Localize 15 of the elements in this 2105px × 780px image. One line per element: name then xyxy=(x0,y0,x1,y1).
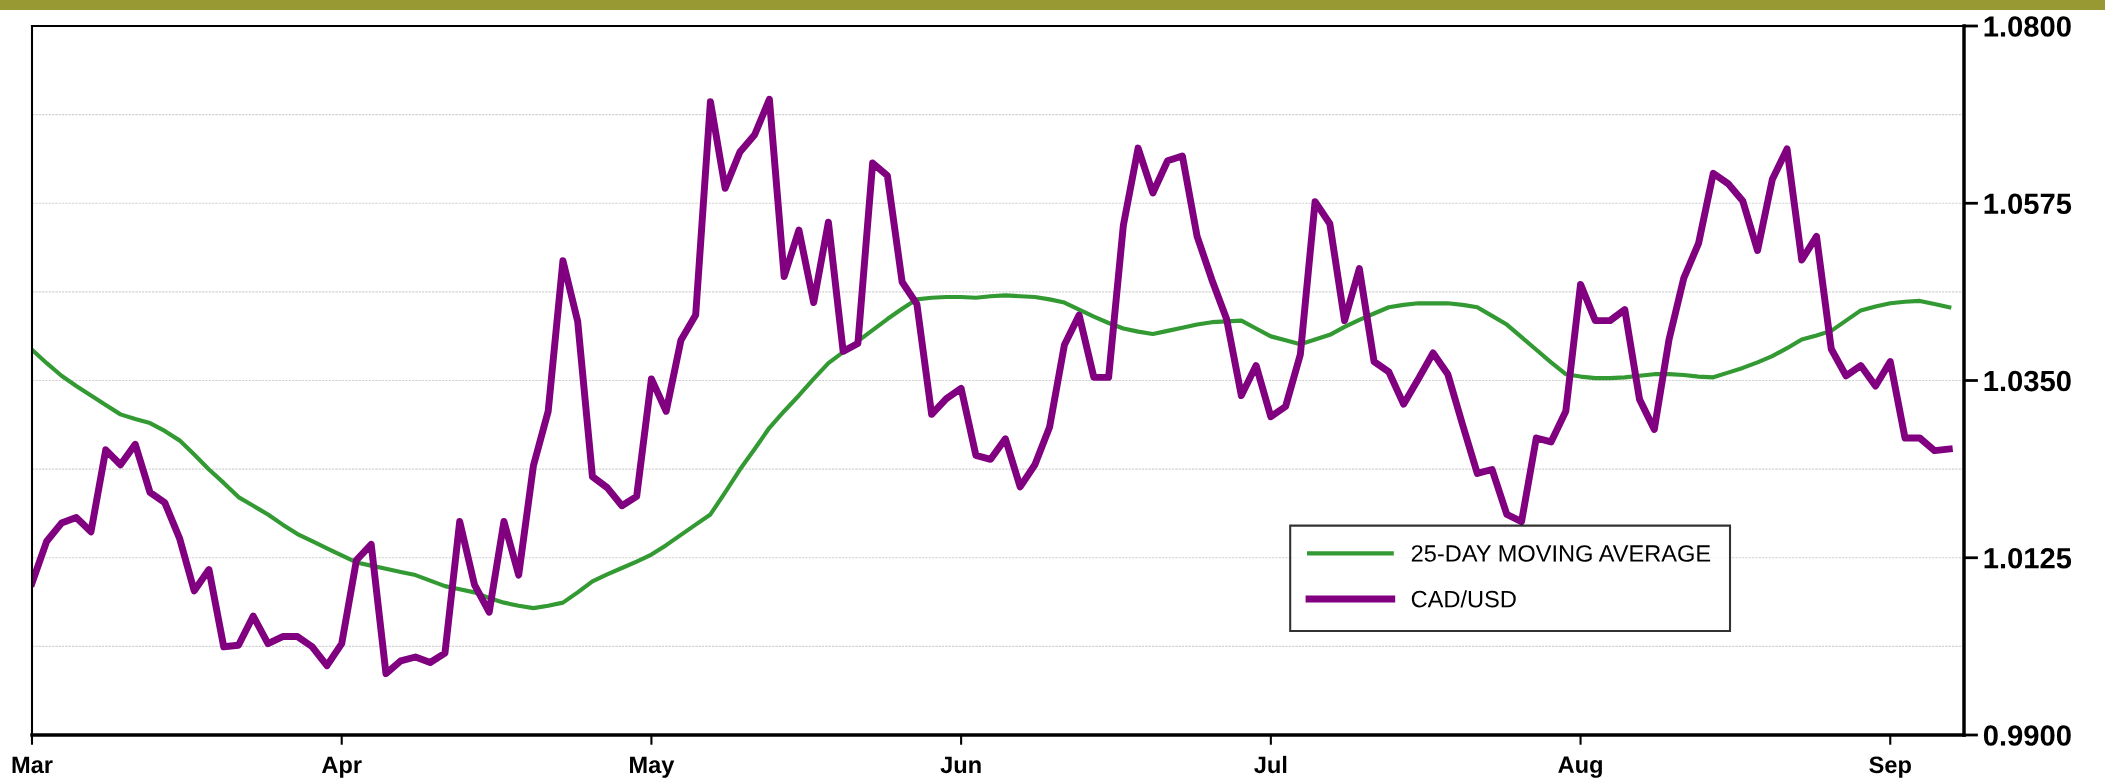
y-tick-label: 0.9900 xyxy=(1983,725,2071,746)
x-tick-label: Mar xyxy=(12,756,53,774)
x-tick-label: Jun xyxy=(940,756,981,774)
x-tick-label: Sep xyxy=(1869,756,1911,778)
y-tick-label: 1.0575 xyxy=(1984,193,2072,215)
x-tick-label: Jul xyxy=(1254,755,1287,774)
x-tick-label: Aug xyxy=(1558,756,1602,778)
x-tick-label: Apr xyxy=(321,756,362,778)
y-tick-label: 1.0800 xyxy=(1984,16,2071,37)
line-series xyxy=(32,293,1952,611)
legend-label: 25-DAY MOVING AVERAGE xyxy=(1411,545,1711,562)
y-tick-label: 1.0350 xyxy=(1984,370,2071,392)
legend-label: CAD/USD xyxy=(1411,590,1516,608)
x-tick-label: May xyxy=(630,756,675,778)
y-tick-label: 1.0125 xyxy=(1984,547,2072,569)
